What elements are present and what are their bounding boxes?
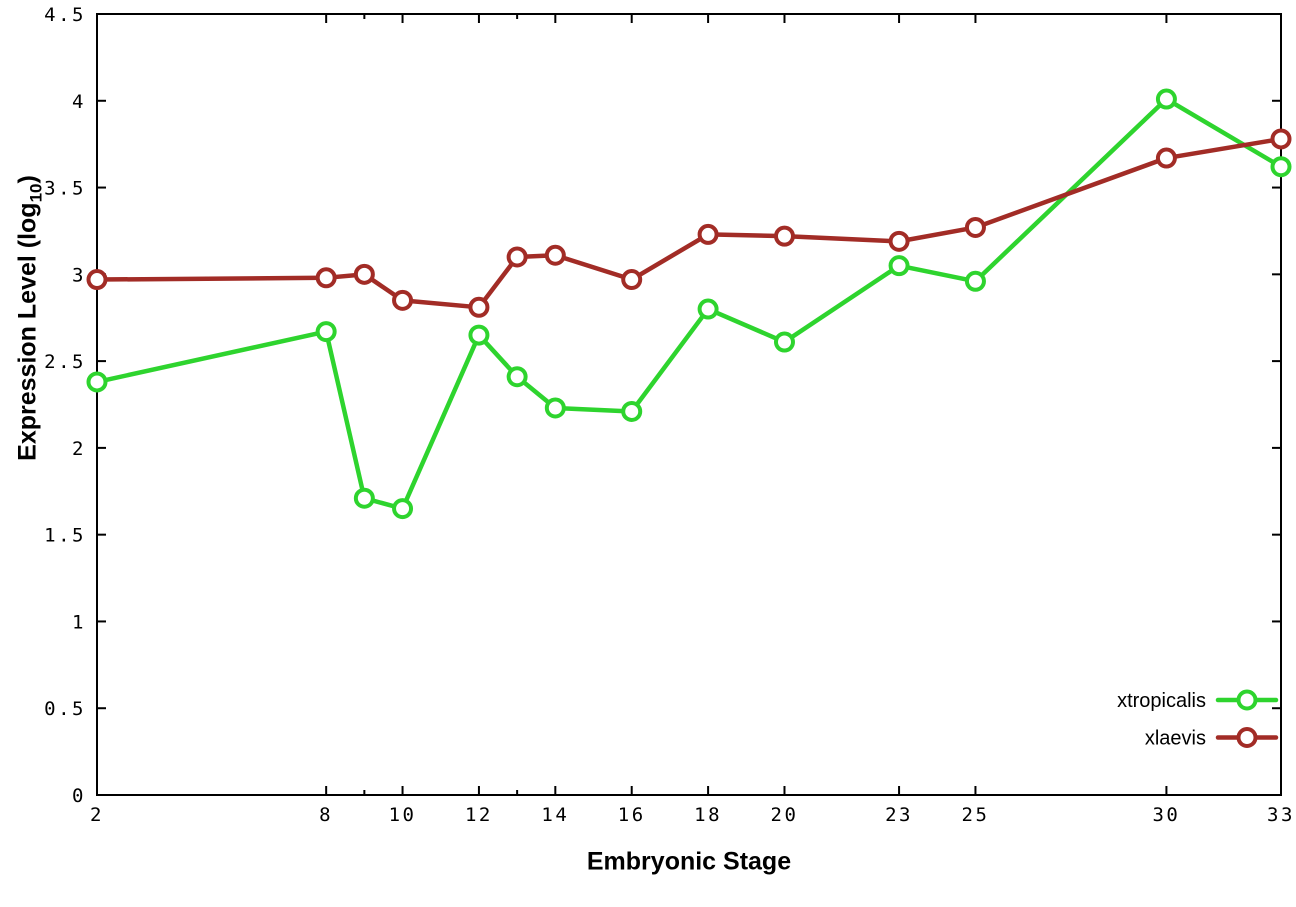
x-axis-title: Embryonic Stage <box>586 847 792 876</box>
data-point-xlaevis <box>697 223 719 245</box>
data-point-xlaevis <box>353 263 375 285</box>
x-tick-label: 16 <box>618 804 646 826</box>
legend-marker-xlaevis <box>1236 727 1258 748</box>
data-point-xtropicalis <box>773 331 795 353</box>
legend-label-xtropicalis: xtropicalis <box>1117 690 1206 712</box>
x-tick-label: 12 <box>465 804 493 826</box>
y-tick-label: 0.5 <box>44 698 86 720</box>
data-point-xlaevis <box>621 269 643 291</box>
data-point-xlaevis <box>964 216 986 238</box>
data-point-xlaevis <box>1155 147 1177 169</box>
x-tick-label: 8 <box>319 804 333 826</box>
data-point-xtropicalis <box>621 400 643 422</box>
data-point-xtropicalis <box>315 321 337 343</box>
legend-label-xlaevis: xlaevis <box>1145 728 1206 750</box>
series-line-xlaevis <box>94 136 1284 310</box>
y-axis-title: Expression Level (log10) <box>14 175 47 461</box>
y-tick-label: 3.5 <box>44 178 86 200</box>
data-point-xtropicalis <box>1270 156 1292 178</box>
data-point-xlaevis <box>506 246 528 268</box>
legend-marker-xtropicalis <box>1236 689 1258 711</box>
x-tick-label: 18 <box>694 804 722 826</box>
y-tick-label: 2 <box>72 438 86 460</box>
x-tick-label: 23 <box>885 804 913 826</box>
y-tick-label: 3 <box>72 264 86 286</box>
x-tick-label: 30 <box>1152 804 1180 826</box>
y-tick-label: 1.5 <box>44 525 86 547</box>
y-tick-label: 4 <box>72 91 86 113</box>
data-point-xlaevis <box>392 289 414 311</box>
data-point-xlaevis <box>888 230 910 252</box>
data-point-xlaevis <box>315 267 337 289</box>
y-axis-title-subscript: 10 <box>26 183 46 203</box>
x-tick-label: 10 <box>389 804 417 826</box>
y-axis-title-main: Expression Level (log <box>13 202 42 461</box>
y-axis-title-close: ) <box>13 175 42 184</box>
data-point-xtropicalis <box>506 366 528 388</box>
y-tick-label: 2.5 <box>44 351 86 373</box>
x-tick-label: 2 <box>90 804 104 826</box>
data-point-xtropicalis <box>353 487 375 509</box>
series-line-xtropicalis <box>94 96 1284 511</box>
data-point-xtropicalis <box>544 397 566 419</box>
x-tick-label: 25 <box>962 804 990 826</box>
x-tick-label: 33 <box>1267 804 1295 826</box>
data-point-xlaevis <box>1270 128 1292 150</box>
y-tick-label: 1 <box>72 611 86 633</box>
data-point-xtropicalis <box>964 270 986 292</box>
data-point-xtropicalis <box>888 255 910 277</box>
data-point-xlaevis <box>544 244 566 266</box>
data-point-xtropicalis <box>468 324 490 346</box>
data-point-xlaevis <box>773 225 795 247</box>
plot-border <box>96 13 1282 796</box>
x-tick-label: 20 <box>771 804 799 826</box>
data-point-xlaevis <box>86 269 108 291</box>
data-point-xlaevis <box>468 296 490 318</box>
y-tick-label: 4.5 <box>44 4 86 26</box>
data-point-xtropicalis <box>392 498 414 520</box>
data-point-xtropicalis <box>1155 88 1177 110</box>
y-tick-label: 0 <box>72 785 86 807</box>
data-point-xtropicalis <box>697 298 719 320</box>
data-point-xtropicalis <box>86 371 108 393</box>
x-tick-label: 14 <box>541 804 569 826</box>
